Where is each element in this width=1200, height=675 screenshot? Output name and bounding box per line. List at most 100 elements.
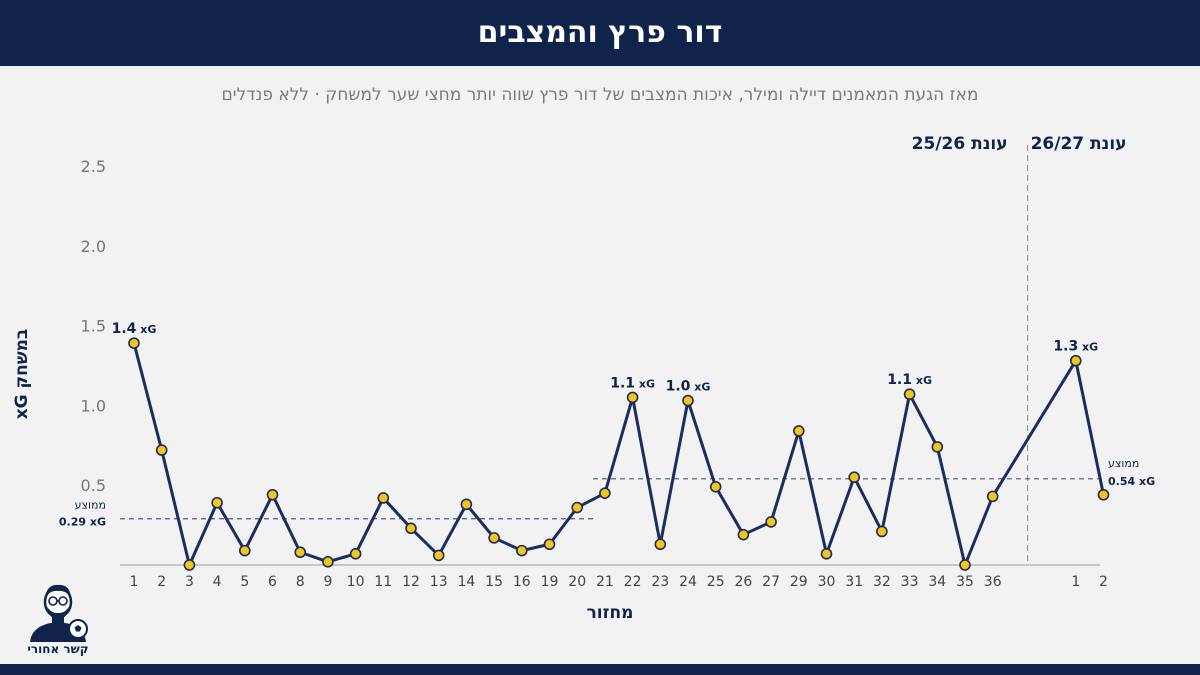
- x-tick-label: 34: [928, 574, 946, 590]
- x-tick-label: 20: [568, 574, 586, 590]
- data-point: [515, 544, 528, 557]
- data-point: [709, 480, 722, 493]
- x-tick-label: 11: [374, 574, 392, 590]
- average-value: 0.54 xG: [1108, 475, 1155, 488]
- data-label: 1.0 xG: [666, 379, 711, 395]
- x-tick-label: 30: [818, 574, 836, 590]
- x-tick-label: 36: [984, 574, 1002, 590]
- points-layer: [128, 337, 1110, 571]
- x-tick-label: 1: [1071, 574, 1080, 590]
- x-tick-label: 22: [624, 574, 642, 590]
- x-tick-label: 14: [457, 574, 475, 590]
- x-tick-label: 25: [707, 574, 725, 590]
- x-tick-label: 26: [734, 574, 752, 590]
- x-axis-label: מחזור: [587, 603, 634, 623]
- x-tick-label: 10: [347, 574, 365, 590]
- season-label: עונת 25/26: [912, 134, 1008, 154]
- data-point: [654, 538, 667, 551]
- data-point: [266, 488, 279, 501]
- data-point: [211, 496, 223, 509]
- data-point: [322, 556, 334, 568]
- series-line: [132, 342, 1105, 567]
- data-point: [460, 498, 473, 511]
- x-tick-label: 4: [213, 574, 222, 590]
- y-tick-label: 1.5: [81, 317, 106, 336]
- data-label: 1.4 xG: [112, 321, 157, 337]
- average-layer: ממוצע 0.29 xG ממוצע 0.54 xG: [59, 457, 1155, 529]
- average-value: 0.29 xG: [59, 516, 106, 529]
- data-point: [986, 490, 999, 503]
- x-tick-label: 2: [157, 574, 166, 590]
- brand-name: קשר אחורי: [27, 642, 89, 656]
- y-tick-label: 2.0: [81, 237, 106, 256]
- x-tick-label: 9: [323, 574, 332, 590]
- data-point: [1070, 354, 1082, 367]
- data-point: [1097, 488, 1110, 501]
- logo-icon: [30, 584, 88, 642]
- data-point: [543, 538, 556, 551]
- data-point: [737, 528, 750, 541]
- x-tick-label: 29: [790, 574, 808, 590]
- series-layer: [132, 342, 1105, 567]
- data-point: [571, 501, 584, 514]
- x-tick-label: 33: [901, 574, 919, 590]
- labels-layer: 1.4 xG 1.1 xG 1.0 xG 1.1 xG 1.3 xG: [112, 321, 1099, 394]
- footer-bar: [0, 664, 1200, 675]
- x-tick-label: 2: [1099, 574, 1108, 590]
- data-point: [820, 548, 833, 560]
- page-title: דור פרץ והמצבים: [477, 15, 723, 50]
- season-label: עונת 26/27: [1031, 134, 1127, 154]
- y-tick-label: 1.0: [81, 396, 106, 415]
- x-tick-label: 16: [513, 574, 531, 590]
- data-point: [626, 391, 639, 404]
- data-point: [903, 388, 916, 401]
- data-point: [792, 425, 805, 437]
- average-label: ממוצע: [75, 499, 106, 512]
- data-point: [876, 525, 888, 538]
- data-point: [599, 487, 611, 499]
- x-tick-label: 5: [240, 574, 249, 590]
- data-point: [682, 394, 694, 407]
- y-axis-label: xG במשחק: [12, 329, 32, 420]
- data-point: [765, 516, 777, 528]
- data-point: [183, 559, 196, 571]
- x-tick-label: 23: [651, 574, 669, 590]
- x-tick-label: 8: [296, 574, 305, 590]
- x-tick-label: 32: [873, 574, 891, 590]
- x-tick-label: 27: [762, 574, 780, 590]
- data-point: [931, 441, 944, 453]
- x-tick-label: 35: [956, 574, 974, 590]
- brand-logo: קשר אחורי: [20, 580, 96, 660]
- data-point: [349, 548, 362, 560]
- data-point: [405, 522, 417, 535]
- data-point: [488, 532, 500, 544]
- data-point: [848, 471, 861, 484]
- x-tick-label: 1: [130, 574, 139, 590]
- header-bar: דור פרץ והמצבים: [0, 0, 1200, 66]
- x-tick-label: 21: [596, 574, 614, 590]
- x-tick-label: 13: [430, 574, 448, 590]
- data-point: [377, 492, 390, 504]
- x-tick-label: 12: [402, 574, 420, 590]
- x-tick-label: 15: [485, 574, 503, 590]
- x-tick-label: 3: [185, 574, 194, 590]
- y-tick-label: 0.5: [81, 476, 106, 495]
- data-point: [239, 544, 251, 557]
- y-tick-label: 2.5: [81, 157, 106, 176]
- data-point: [128, 337, 140, 349]
- x-tick-label: 24: [679, 574, 697, 590]
- chart-subtitle: מאז הגעת המאמנים דיילה ומילר, איכות המצב…: [221, 85, 979, 105]
- x-tick-label: 31: [845, 574, 863, 590]
- x-tick-label: 19: [541, 574, 559, 590]
- data-label: 1.1 xG: [610, 375, 655, 391]
- data-point: [959, 559, 971, 571]
- data-point: [432, 549, 445, 562]
- data-label: 1.1 xG: [887, 372, 932, 388]
- data-label: 1.3 xG: [1053, 339, 1098, 355]
- average-label: ממוצע: [1108, 457, 1139, 470]
- data-point: [294, 546, 307, 559]
- x-tick-label: 6: [268, 574, 277, 590]
- data-point: [155, 444, 168, 456]
